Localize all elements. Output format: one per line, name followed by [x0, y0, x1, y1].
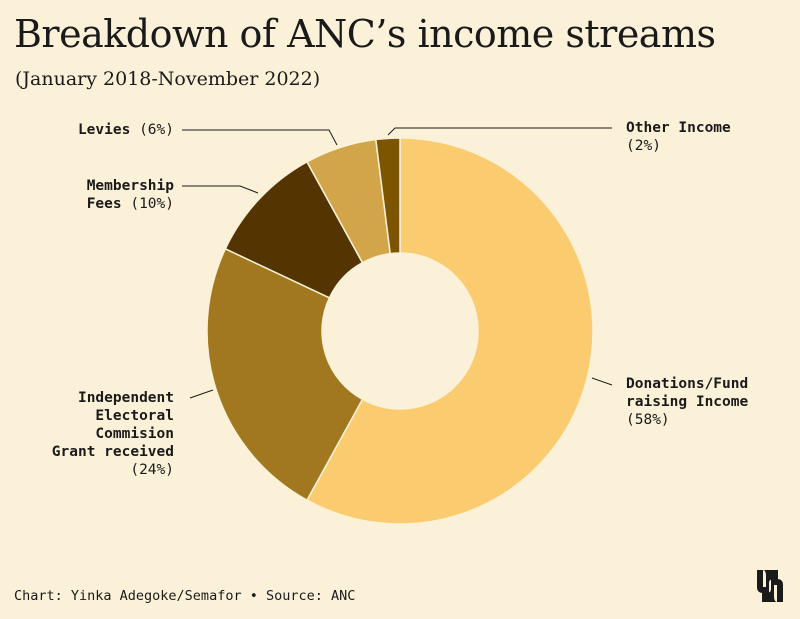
chart-title: Breakdown of ANC’s income streams [14, 12, 716, 56]
slice-0 [306, 137, 594, 525]
slice-percent: (58%) [626, 412, 670, 428]
semafor-logo-icon [757, 570, 783, 602]
slice-label-1: Independent Electoral Commision Grant recei… [52, 390, 174, 478]
slice-label-line: Other Income [626, 120, 731, 136]
leader-line-3 [182, 129, 338, 146]
slice-1 [206, 247, 364, 502]
slice-percent: (24%) [130, 462, 174, 478]
slice-label-line: Fees [87, 196, 122, 212]
slice-label-0: Donations/Fund raising Income (58%) [626, 376, 748, 428]
leader-line-1 [189, 389, 214, 399]
slice-label-2: Membership Fees (10%) [87, 178, 175, 212]
slice-percent: (2%) [626, 138, 661, 154]
leader-line-0 [591, 377, 613, 386]
slice-label-line: Membership [87, 178, 175, 194]
leader-line-4 [387, 127, 612, 136]
slice-4 [374, 137, 401, 255]
slice-label-line: Levies [78, 122, 130, 138]
chart-subtitle: (January 2018-November 2022) [15, 68, 321, 90]
chart-footer: Chart: Yinka Adegoke/Semafor • Source: A… [14, 588, 356, 604]
slice-percent: (6%) [130, 122, 174, 138]
slice-label-line: raising Income [626, 394, 748, 410]
slice-label-line: Commision [95, 426, 174, 442]
slice-label-line: Grant received [52, 444, 174, 460]
slice-label-line: Independent [78, 390, 174, 406]
leader-line-2 [182, 185, 259, 194]
slice-label-4: Other Income (2%) [626, 120, 731, 154]
slice-label-line: Donations/Fund [626, 376, 748, 392]
slice-label-line: Electoral [95, 408, 174, 424]
slice-percent: (10%) [122, 196, 174, 212]
slice-label-3: Levies (6%) [78, 122, 174, 138]
